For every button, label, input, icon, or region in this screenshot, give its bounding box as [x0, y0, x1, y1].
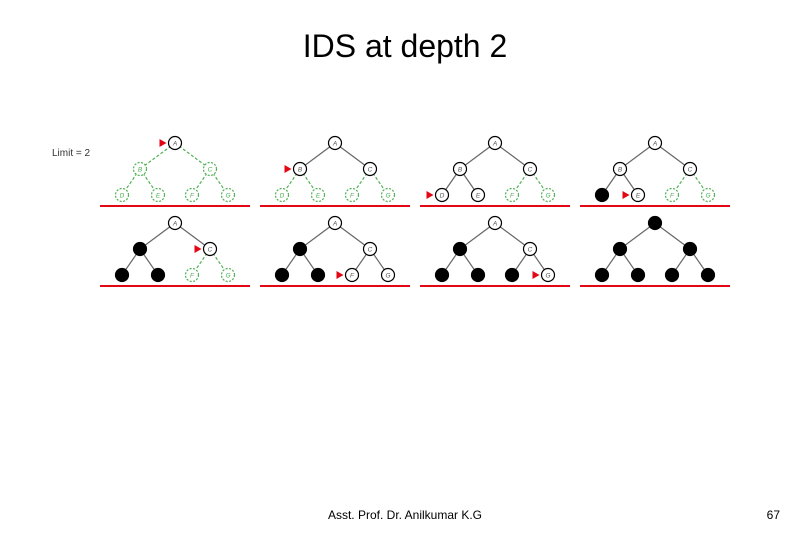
tree-node-label: C [368, 246, 373, 253]
tree-node-label: E [476, 192, 481, 199]
tree-node-label: C [368, 166, 373, 173]
tree-node-B [454, 243, 467, 256]
current-arrow-icon [160, 139, 167, 147]
tree-node-label: G [545, 272, 550, 279]
tree-node-A [649, 217, 662, 230]
tree-node-label: A [652, 140, 657, 147]
tree-underline [100, 285, 250, 287]
tree-node-label: G [225, 192, 230, 199]
tree-node-label: G [225, 272, 230, 279]
tree: ABCDEFG [100, 135, 250, 211]
tree-node-label: C [528, 246, 533, 253]
tree-node-F [666, 269, 679, 282]
tree-node-label: B [458, 166, 463, 173]
tree-node-label: B [138, 166, 143, 173]
tree-node-label: E [156, 192, 161, 199]
page-title: IDS at depth 2 [0, 28, 810, 65]
tree: ABCDEFG [260, 135, 410, 211]
current-arrow-icon [285, 165, 292, 173]
tree-node-E [152, 269, 165, 282]
tree-underline [260, 285, 410, 287]
tree: ACFG [260, 215, 410, 291]
current-arrow-icon [623, 191, 630, 199]
footer-author: Asst. Prof. Dr. Anilkumar K.G [0, 508, 810, 522]
tree-node-label: B [298, 166, 303, 173]
tree-node-label: G [385, 192, 390, 199]
tree-node-label: G [705, 192, 710, 199]
tree-underline [100, 205, 250, 207]
tree-node-D [596, 269, 609, 282]
tree-node-label: G [385, 272, 390, 279]
tree-node-label: A [332, 220, 337, 227]
tree-node-E [632, 269, 645, 282]
tree-underline [420, 205, 570, 207]
current-arrow-icon [337, 271, 344, 279]
tree-node-label: C [208, 246, 213, 253]
tree-node-F [506, 269, 519, 282]
page-number: 67 [767, 508, 780, 522]
tree-node-label: D [440, 192, 445, 199]
tree-underline [580, 205, 730, 207]
tree-node-label: C [528, 166, 533, 173]
tree-node-label: C [208, 166, 213, 173]
tree-node-B [614, 243, 627, 256]
tree-node-label: G [545, 192, 550, 199]
tree-node-E [312, 269, 325, 282]
tree-node-label: A [332, 140, 337, 147]
tree: ABCDEFG [420, 135, 570, 211]
tree-node-label: A [492, 220, 497, 227]
tree: A C G [420, 215, 570, 291]
tree-node-label: D [280, 192, 285, 199]
current-arrow-icon [427, 191, 434, 199]
tree-node-D [436, 269, 449, 282]
tree-node-D [276, 269, 289, 282]
tree-diagram: ABCDEFGABCDEFGABCDEFGABCEFGACFGACFGACG [50, 130, 750, 310]
tree-node-label: A [172, 140, 177, 147]
tree-node-label: C [688, 166, 693, 173]
tree: ABCEFG [580, 135, 730, 211]
tree-node-label: E [636, 192, 641, 199]
current-arrow-icon [195, 245, 202, 253]
tree-node-label: B [618, 166, 623, 173]
tree [580, 215, 730, 291]
tree-node-C [684, 243, 697, 256]
tree: ACFG [100, 215, 250, 291]
current-arrow-icon [533, 271, 540, 279]
tree-node-label: D [120, 192, 125, 199]
tree-node-G [702, 269, 715, 282]
tree-node-label: A [172, 220, 177, 227]
tree-node-B [134, 243, 147, 256]
tree-node-D [596, 189, 609, 202]
tree-node-D [116, 269, 129, 282]
tree-node-label: A [492, 140, 497, 147]
tree-underline [260, 205, 410, 207]
tree-node-B [294, 243, 307, 256]
tree-node-E [472, 269, 485, 282]
tree-node-label: E [316, 192, 321, 199]
tree-underline [420, 285, 570, 287]
tree-underline [580, 285, 730, 287]
